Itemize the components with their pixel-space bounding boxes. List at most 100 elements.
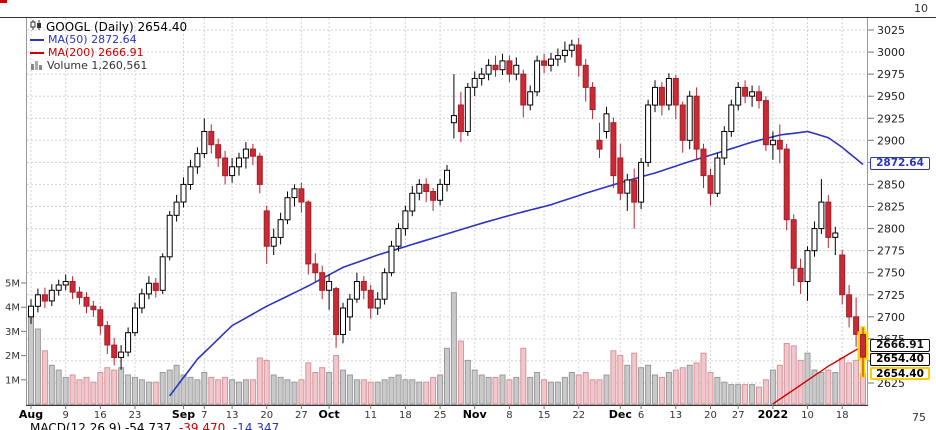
candle[interactable]: [450, 115, 457, 124]
candle[interactable]: [138, 293, 145, 309]
candle[interactable]: [41, 294, 48, 302]
candle[interactable]: [256, 155, 263, 185]
candle[interactable]: [48, 289, 55, 302]
candle[interactable]: [603, 113, 610, 133]
candle[interactable]: [319, 272, 326, 291]
candle[interactable]: [62, 281, 69, 286]
candle[interactable]: [762, 100, 769, 146]
candle[interactable]: [173, 201, 180, 216]
candle[interactable]: [76, 291, 83, 298]
candle[interactable]: [534, 60, 541, 93]
candle[interactable]: [658, 86, 665, 106]
candle[interactable]: [665, 78, 672, 106]
candle[interactable]: [457, 104, 464, 132]
candle[interactable]: [561, 49, 568, 57]
candle[interactable]: [242, 148, 249, 159]
candle[interactable]: [166, 214, 173, 258]
candle[interactable]: [430, 191, 437, 201]
candle[interactable]: [346, 298, 353, 318]
candle[interactable]: [596, 139, 603, 150]
candle[interactable]: [749, 91, 756, 97]
candle[interactable]: [582, 64, 589, 88]
candle[interactable]: [735, 86, 742, 106]
candle[interactable]: [769, 139, 776, 146]
candle[interactable]: [291, 188, 298, 199]
candle[interactable]: [55, 284, 62, 291]
candle[interactable]: [513, 64, 520, 75]
candle[interactable]: [575, 44, 582, 66]
candle[interactable]: [638, 161, 645, 203]
candle[interactable]: [624, 179, 631, 194]
candle[interactable]: [145, 282, 152, 295]
candle[interactable]: [776, 139, 783, 150]
candle[interactable]: [409, 192, 416, 212]
candle[interactable]: [90, 305, 97, 311]
candle[interactable]: [832, 232, 839, 238]
candle[interactable]: [104, 325, 111, 346]
candle[interactable]: [125, 332, 132, 353]
candle[interactable]: [492, 64, 499, 71]
candle[interactable]: [402, 210, 409, 230]
candle[interactable]: [471, 78, 478, 88]
candle[interactable]: [326, 281, 333, 291]
candle[interactable]: [527, 91, 534, 106]
candle[interactable]: [187, 166, 194, 186]
candle[interactable]: [222, 157, 229, 177]
candle[interactable]: [381, 272, 388, 300]
candle[interactable]: [97, 309, 104, 327]
candle[interactable]: [700, 148, 707, 177]
candle[interactable]: [395, 228, 402, 247]
candle[interactable]: [645, 104, 652, 163]
candle[interactable]: [111, 344, 118, 359]
candle[interactable]: [437, 183, 444, 201]
candle[interactable]: [208, 131, 215, 146]
candle[interactable]: [194, 153, 201, 168]
candle[interactable]: [215, 144, 222, 159]
candle[interactable]: [853, 316, 860, 335]
candle[interactable]: [568, 44, 575, 51]
candle[interactable]: [652, 86, 658, 106]
candle[interactable]: [34, 294, 41, 307]
candle[interactable]: [132, 307, 138, 334]
candle[interactable]: [679, 104, 686, 141]
candle[interactable]: [69, 281, 76, 293]
candle[interactable]: [506, 60, 513, 75]
candle[interactable]: [201, 131, 208, 155]
candle[interactable]: [312, 263, 319, 274]
candle[interactable]: [340, 307, 346, 335]
candle[interactable]: [236, 157, 242, 168]
candle[interactable]: [229, 166, 236, 177]
candle[interactable]: [721, 131, 728, 159]
candle[interactable]: [444, 169, 450, 185]
candle[interactable]: [825, 201, 832, 238]
candle[interactable]: [554, 55, 561, 60]
candle[interactable]: [388, 245, 395, 274]
candle[interactable]: [714, 157, 721, 194]
candle[interactable]: [118, 351, 125, 358]
candle[interactable]: [672, 78, 679, 106]
candle[interactable]: [617, 157, 624, 194]
candle[interactable]: [423, 183, 430, 192]
candle[interactable]: [499, 60, 506, 71]
candle[interactable]: [485, 64, 492, 75]
candle[interactable]: [811, 228, 818, 252]
candle[interactable]: [742, 86, 749, 97]
candle[interactable]: [374, 298, 381, 309]
candle[interactable]: [707, 175, 714, 194]
candles-layer[interactable]: [28, 37, 869, 378]
candle[interactable]: [478, 73, 485, 79]
candle[interactable]: [589, 86, 596, 111]
candle[interactable]: [277, 219, 284, 238]
candle[interactable]: [548, 58, 554, 66]
candle[interactable]: [860, 334, 866, 358]
candle[interactable]: [790, 219, 797, 269]
candle[interactable]: [305, 201, 312, 265]
candle[interactable]: [333, 288, 340, 336]
candle[interactable]: [298, 188, 305, 203]
candle[interactable]: [693, 95, 700, 150]
candle[interactable]: [846, 294, 853, 318]
candle[interactable]: [804, 250, 811, 283]
candle[interactable]: [464, 86, 471, 132]
candle[interactable]: [783, 148, 790, 221]
